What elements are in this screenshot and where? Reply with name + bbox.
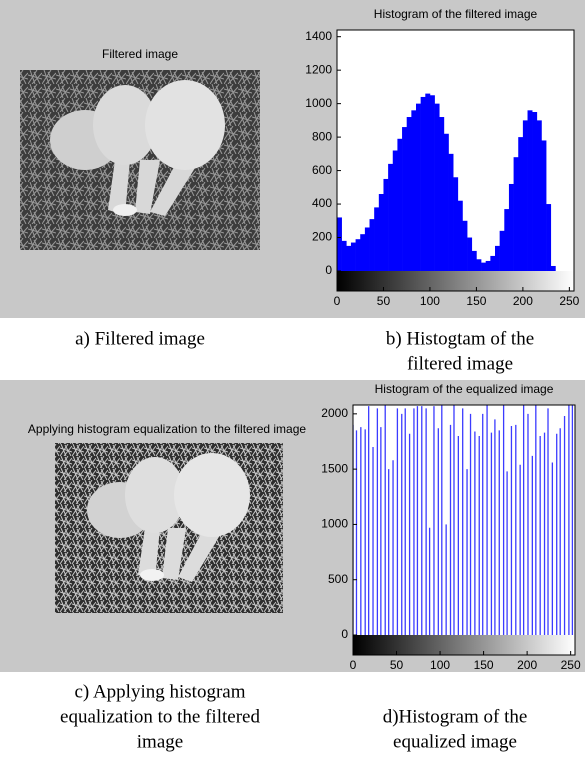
bar [504, 209, 510, 271]
y-tick-label: 600 [312, 163, 332, 177]
caption: b) Histogtam of the [386, 328, 534, 349]
marks [353, 405, 574, 635]
y-tick-label: 200 [312, 230, 332, 244]
bar [383, 178, 389, 271]
y-tick-label: 0 [325, 263, 332, 277]
bar [527, 110, 533, 271]
bar [448, 153, 454, 271]
bar [397, 138, 403, 271]
bar [402, 127, 408, 271]
chart-title: Histogram of the equalized image [375, 382, 554, 396]
bar [420, 96, 426, 271]
y-tick-label: 1500 [321, 461, 348, 475]
bar [513, 157, 519, 271]
chart: Histogram of the filtered image 0 200 400 60… [305, 7, 579, 308]
y-tick-label: 800 [312, 129, 332, 143]
x-tick-label: 50 [390, 658, 404, 672]
caption: c) Applying histogram [75, 681, 246, 702]
bar [481, 262, 487, 271]
bar [462, 220, 468, 271]
axes-box [352, 404, 576, 656]
x-tick-label: 250 [561, 658, 581, 672]
bar [411, 110, 417, 271]
bar [346, 245, 352, 271]
bar [467, 237, 473, 271]
bar [406, 117, 412, 271]
bar [429, 95, 435, 271]
y-tick-label: 500 [328, 572, 348, 586]
y-tick-label: 1400 [305, 29, 332, 43]
y-tick-label: 2000 [321, 406, 348, 420]
x-tick-label: 0 [334, 294, 341, 308]
marks [337, 93, 556, 271]
bar [541, 140, 547, 271]
x-tick-label: 50 [377, 294, 391, 308]
x-tick-label: 250 [559, 294, 579, 308]
image-title: Filtered image [102, 47, 178, 61]
caption: equalized image [393, 731, 517, 752]
chart-title: Histogram of the filtered image [374, 7, 538, 21]
bar [476, 259, 482, 271]
bar [439, 117, 445, 271]
caption: d)Histogram of the [383, 706, 528, 727]
bar [341, 240, 347, 271]
chart: Histogram of the equalized image05001000… [321, 382, 581, 672]
bar [550, 265, 556, 271]
bar [388, 163, 394, 271]
bar [518, 137, 524, 271]
bar [532, 112, 538, 271]
y-tick-label: 0 [341, 627, 348, 641]
bar [392, 150, 398, 271]
bar [369, 219, 375, 271]
bar [425, 93, 431, 271]
bar [471, 250, 477, 271]
caption: equalization to the filtered [60, 706, 260, 727]
y-tick-label: 1000 [321, 517, 348, 531]
bar [443, 133, 449, 271]
bar [364, 227, 370, 271]
bar [490, 255, 496, 271]
bar [495, 245, 500, 271]
bar [378, 194, 384, 271]
x-tick-label: 150 [474, 658, 494, 672]
bar [457, 200, 463, 271]
plot-area [353, 405, 575, 655]
bar [434, 103, 440, 271]
caption: image [137, 731, 183, 752]
bar [350, 242, 356, 271]
caption: a) Filtered image [75, 328, 205, 349]
x-tick-label: 0 [350, 658, 357, 672]
caption: filtered image [407, 353, 513, 374]
x-tick-label: 200 [513, 294, 533, 308]
bar [337, 217, 342, 271]
bar [416, 103, 421, 271]
bar [374, 207, 380, 271]
bar [499, 230, 505, 271]
colorbar [353, 635, 575, 655]
bar [355, 239, 361, 271]
axes-box [336, 29, 575, 292]
bar [522, 120, 528, 271]
bar [546, 204, 552, 271]
x-tick-label: 100 [430, 658, 450, 672]
x-tick-label: 100 [420, 294, 440, 308]
y-tick-label: 1200 [305, 62, 332, 76]
bar [508, 183, 514, 271]
filtered-image [20, 70, 260, 250]
equalized-image [55, 443, 283, 613]
bar [536, 120, 542, 271]
x-tick-label: 200 [517, 658, 537, 672]
colorbar [337, 271, 574, 291]
y-tick-label: 1000 [305, 96, 332, 110]
bar [453, 177, 459, 271]
x-tick-label: 150 [466, 294, 486, 308]
image-title: Applying histogram equalization to the f… [28, 422, 306, 436]
y-tick-label: 400 [312, 196, 332, 210]
bar [485, 260, 491, 271]
bar [360, 234, 366, 271]
